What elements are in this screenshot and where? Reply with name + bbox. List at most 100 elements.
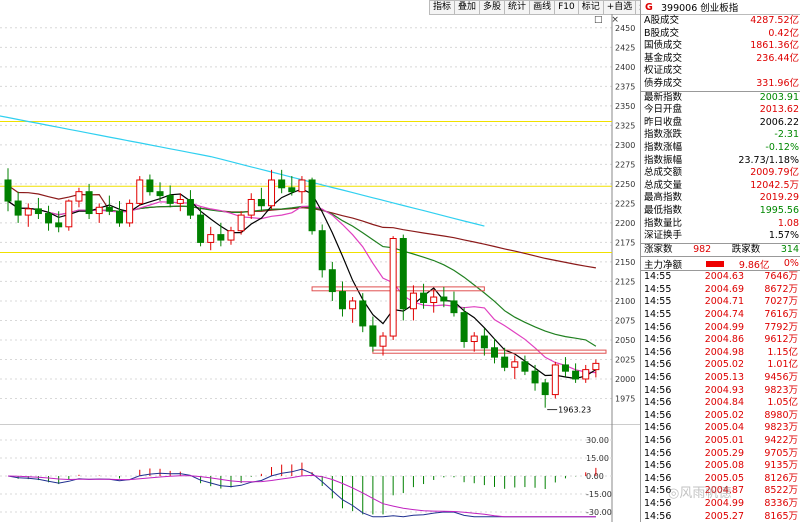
candle [460,307,468,348]
y-tick-label: 2300 [615,141,635,150]
turnover-label: A股成交 [644,15,679,26]
stat-value: 12042.5万 [750,179,799,191]
stat-value: 23.73/1.18% [738,154,799,166]
support-box [372,349,607,354]
tick-time: 14:56 [644,384,672,396]
turnover-value: 331.96亿 [756,77,799,89]
macd-y-tick-label: -30.00 [586,508,612,517]
tick-row: 14:56 2004.98 1.15亿 [641,347,800,360]
tick-row: 14:56 2004.93 9823万 [641,385,800,398]
candle [14,191,22,223]
tick-vol: 8522万 [764,485,798,497]
turnover-row: B股成交 0.42亿 [641,28,800,41]
candle [409,285,417,321]
tb-statistics-button[interactable]: 统计 [504,0,531,15]
tick-price: 2005.05 [704,472,744,484]
candle [511,355,519,379]
stat-row: 最新指数 2003.91 [641,92,800,105]
down-count-label: 跌家数 [731,243,761,255]
stat-value: 2019.29 [759,192,799,204]
y-tick-label: 2325 [615,121,635,130]
candle [146,174,154,196]
stat-value: -2.31 [774,129,799,141]
quote-panel: G 399006 创业板指 A股成交 4287.52亿 B股成交 0.42亿 国债成交 1… [640,0,800,522]
candle [328,261,336,301]
tick-row: 14:56 2004.99 7792万 [641,322,800,335]
turnover-label: B股成交 [644,27,680,39]
tb-mark-button[interactable]: 标记 [577,0,604,15]
tick-time: 14:56 [644,485,672,497]
tick-time: 14:56 [644,435,672,446]
macd-chart[interactable]: 30.00 15.00 0.00 -15.00 -30.00 [0,424,640,522]
tick-time: 14:56 [644,321,672,333]
tick-time: 14:55 [644,296,672,308]
tick-vol: 9705万 [764,447,798,459]
stat-row: 深证换手 1.57% [641,230,800,243]
chart-toolbar: 指标 叠加 多股 统计 画线 F10 标记 +自选 返回 [429,0,662,15]
stat-row: 指数量比 1.08 [641,218,800,231]
candle [45,205,53,231]
macd-y-tick-label: 0.00 [586,472,604,481]
candle [186,190,194,219]
macd-y-tick-label: 15.00 [586,454,609,463]
tick-price: 2005.27 [704,510,744,522]
candle [197,207,205,247]
tb-indicator-button[interactable]: 指标 [429,0,456,15]
tick-list[interactable]: 14:55 2004.63 7646万 14:55 2004.69 8672万 14:55 2… [641,270,800,523]
tb-f10-button[interactable]: F10 [554,0,579,15]
up-count-value: 982 [693,243,712,255]
y-tick-label: 1975 [615,394,635,403]
tick-vol: 8165万 [764,510,798,522]
candle [136,176,144,206]
candle [95,203,103,223]
tick-price: 2004.86 [704,334,744,346]
candle [24,203,32,227]
tick-price: 2004.74 [704,309,744,321]
tick-row: 14:56 2004.87 8522万 [641,485,800,498]
candle [430,289,438,313]
tick-row: 14:56 2005.13 9456万 [641,372,800,385]
macd-y-tick-label: 30.00 [586,436,609,445]
turnover-label: 权证成交 [644,65,683,77]
main-capital-row: 主力净额 9.86亿 0% [641,256,800,271]
stat-value: 2006.22 [759,116,799,128]
tb-drawline-button[interactable]: 画线 [529,0,556,15]
tick-vol: 8980万 [764,409,798,421]
tick-time: 14:55 [644,271,672,283]
restore-icon[interactable]: □ [594,15,603,25]
y-tick-label: 2125 [615,277,635,286]
stat-row: 指数涨幅 -0.12% [641,142,800,155]
candle [268,169,276,209]
stat-row: 最高指数 2019.29 [641,192,800,205]
candle [308,177,316,235]
tick-time: 14:56 [644,372,672,384]
stat-label: 总成交额 [644,167,683,179]
candle [227,226,235,245]
y-tick-label: 2175 [615,238,635,247]
candle [592,359,600,378]
tick-price: 2005.08 [704,460,744,472]
tick-row: 14:56 2004.99 8336万 [641,498,800,511]
tick-vol: 1.15亿 [767,346,798,358]
main-capital-value: 9.86亿 [738,259,770,271]
tick-price: 2004.93 [704,384,744,396]
tb-multi-stock-button[interactable]: 多股 [479,0,506,15]
up-count-label: 涨家数 [644,243,673,255]
tb-add-favorite-button[interactable]: +自选 [602,0,637,15]
tick-row: 14:56 2005.27 8165万 [641,511,800,523]
tick-vol: 8336万 [764,497,798,509]
tb-overlay-button[interactable]: 叠加 [454,0,481,15]
candle [85,183,93,219]
tick-row: 14:56 2005.29 9705万 [641,448,800,461]
candle [399,234,407,321]
stat-label: 昨日收盘 [644,116,683,128]
candle [4,168,12,212]
candle [115,201,123,227]
tick-time: 14:55 [644,309,672,321]
turnover-value: 1861.36亿 [750,40,799,52]
candle [572,363,580,383]
close-icon[interactable]: × [611,15,619,25]
stat-label: 最低指数 [644,204,683,216]
kline-chart[interactable]: 1975 2000 2025 2050 2075 2100 2125 2150 2175 2200… [0,14,640,424]
